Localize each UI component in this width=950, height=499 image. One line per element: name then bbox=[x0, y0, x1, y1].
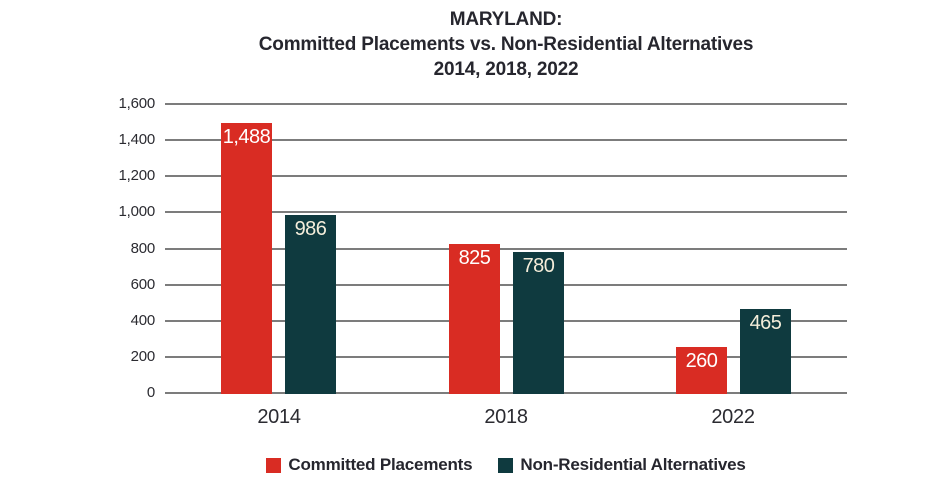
chart-title-line2: Committed Placements vs. Non-Residential… bbox=[258, 34, 754, 55]
bar-value-label: 260 bbox=[685, 350, 718, 372]
bar-non-residential-alternatives-2018: 780 bbox=[513, 252, 564, 394]
gridline-800 bbox=[165, 248, 847, 250]
gridline-600 bbox=[165, 284, 847, 286]
gridline-1-000 bbox=[165, 211, 847, 213]
x-axis-category-label: 2014 bbox=[257, 406, 301, 428]
y-axis-tick-label: 1,400 bbox=[118, 131, 155, 148]
y-axis-tick-label: 0 bbox=[146, 384, 155, 401]
y-axis-tick-label: 1,200 bbox=[118, 167, 155, 184]
bar-committed-placements-2014: 1,488 bbox=[221, 123, 272, 394]
plot-area: 1,488 986 825 780 260 465 bbox=[165, 103, 847, 394]
chart-title-line1: MARYLAND: bbox=[449, 9, 563, 30]
legend-label: Non-Residential Alternatives bbox=[520, 455, 746, 474]
bar-non-residential-alternatives-2022: 465 bbox=[740, 309, 791, 394]
legend-item-committed-placements: Committed Placements bbox=[266, 455, 473, 475]
bar-committed-placements-2018: 825 bbox=[449, 244, 500, 394]
y-axis-tick-label: 400 bbox=[130, 312, 156, 329]
bar-value-label: 780 bbox=[522, 255, 555, 277]
legend-swatch-non-residential-alternatives bbox=[498, 457, 514, 473]
bar-non-residential-alternatives-2014: 986 bbox=[285, 215, 336, 394]
bar-value-label: 1,488 bbox=[222, 126, 271, 148]
bar-committed-placements-2022: 260 bbox=[676, 347, 727, 394]
y-axis: 1,600 1,400 1,200 1,000 800 600 400 200 0 bbox=[60, 95, 156, 401]
bar-value-label: 825 bbox=[458, 247, 491, 269]
bar-value-label: 465 bbox=[749, 312, 782, 334]
x-axis: 2014 2018 2022 bbox=[165, 400, 847, 432]
y-axis-tick-label: 600 bbox=[130, 276, 156, 293]
gridline-1-200 bbox=[165, 175, 847, 177]
legend-item-non-residential-alternatives: Non-Residential Alternatives bbox=[498, 455, 746, 475]
chart-title: MARYLAND: Committed Placements vs. Non-R… bbox=[100, 7, 912, 82]
x-axis-category-label: 2018 bbox=[484, 406, 528, 428]
legend: Committed Placements Non-Residential Alte… bbox=[100, 455, 912, 475]
gridline-1-400 bbox=[165, 139, 847, 141]
bar-value-label: 986 bbox=[294, 218, 327, 240]
legend-swatch-committed-placements bbox=[266, 457, 282, 473]
y-axis-tick-label: 800 bbox=[130, 240, 156, 257]
legend-label: Committed Placements bbox=[288, 455, 473, 474]
gridline-200 bbox=[165, 356, 847, 358]
y-axis-tick-label: 1,000 bbox=[118, 203, 155, 220]
x-axis-category-label: 2022 bbox=[711, 406, 755, 428]
gridline-400 bbox=[165, 320, 847, 322]
y-axis-tick-label: 200 bbox=[130, 348, 156, 365]
gridline-0 bbox=[165, 392, 847, 394]
gridline-1-600 bbox=[165, 103, 847, 105]
y-axis-tick-label: 1,600 bbox=[118, 95, 155, 112]
chart-title-line3: 2014, 2018, 2022 bbox=[433, 59, 579, 80]
